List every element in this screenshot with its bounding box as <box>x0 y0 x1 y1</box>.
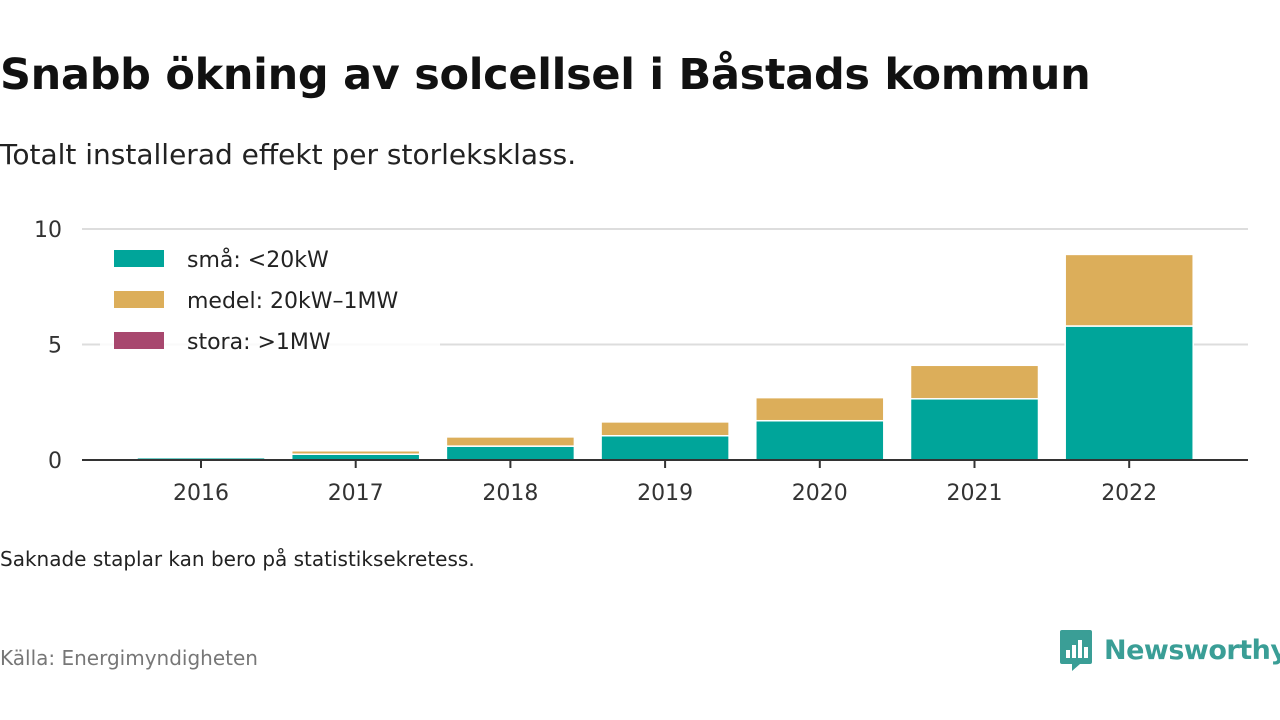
brand-name: Newsworthy <box>1104 634 1280 666</box>
source-credit: Källa: Energimyndigheten <box>0 646 258 670</box>
bar-2021-small <box>909 398 1040 461</box>
newsworthy-logo[interactable]: Newsworthy <box>1058 628 1280 672</box>
legend-label: medel: 20kW–1MW <box>187 289 398 314</box>
x-tick-label: 2018 <box>482 481 538 506</box>
y-tick-label: 10 <box>34 218 62 243</box>
bar-2021-medium <box>909 364 1040 400</box>
legend-label: små: <20kW <box>187 247 329 273</box>
x-tick-label: 2021 <box>947 481 1003 506</box>
newsworthy-logo-icon <box>1060 630 1092 671</box>
bar-2019-medium <box>600 421 730 437</box>
chart-subtitle: Totalt installerad effekt per storlekskl… <box>0 138 577 171</box>
bar-2022-medium <box>1064 253 1194 327</box>
x-tick-label: 2019 <box>637 481 693 506</box>
legend-swatch <box>114 291 164 308</box>
legend-swatch <box>114 250 164 267</box>
bar-2019-small <box>600 434 730 461</box>
bar-2017-medium <box>290 450 421 455</box>
y-tick-label: 0 <box>48 449 62 474</box>
y-tick-label: 5 <box>48 334 62 359</box>
legend-swatch <box>114 332 164 349</box>
x-tick-label: 2016 <box>173 481 229 506</box>
chart-note: Saknade staplar kan bero på statistiksek… <box>0 547 475 571</box>
bar-2018-small <box>445 445 576 461</box>
bar-2022-small <box>1064 325 1194 461</box>
chart-title: Snabb ökning av solcellsel i Båstads kom… <box>0 50 1091 100</box>
bar-2020-small <box>755 419 885 461</box>
legend-label: stora: >1MW <box>187 330 331 355</box>
x-tick-label: 2017 <box>328 481 384 506</box>
x-tick-label: 2022 <box>1101 481 1157 506</box>
bar-2018-medium <box>445 436 576 447</box>
stacked-bar-chart: 0 5 10 2016 2017 2018 2019 2020 2021 2022 små: <20… <box>34 218 1248 506</box>
bar-2020-medium <box>755 396 885 422</box>
x-tick-label: 2020 <box>792 481 848 506</box>
